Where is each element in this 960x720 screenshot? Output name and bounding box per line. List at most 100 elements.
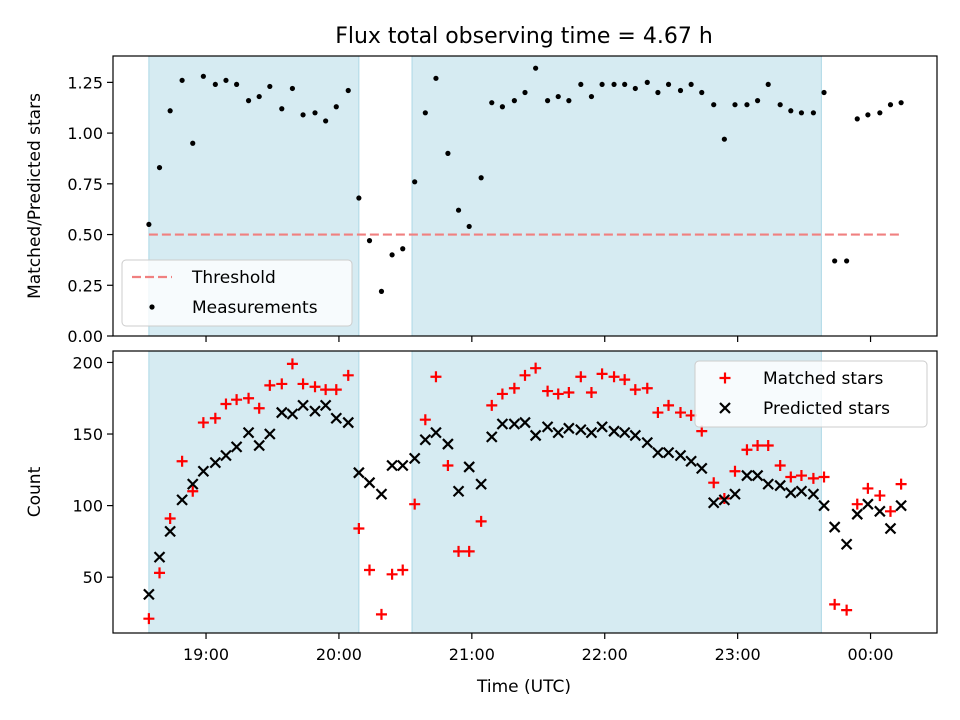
matched-stars-point-46 [652,407,664,419]
observing-interval-2 [411,55,822,337]
predicted-stars-point-59 [795,485,808,498]
predicted-stars-point-44 [629,429,642,442]
y-tick-label: 200 [72,353,103,372]
predicted-stars-point-25 [419,433,432,446]
predicted-stars-point-55 [751,469,764,482]
matched-stars-point-27 [442,460,454,472]
matched-stars-point-4 [187,485,199,497]
x-tick-label: 20:00 [316,645,362,664]
measurements-point-9 [245,98,252,104]
matched-stars-point-64 [851,498,863,510]
matched-stars-point-40 [585,387,597,399]
x-tick-label: 19:00 [183,645,229,664]
predicted-stars-point-7 [220,449,232,462]
predicted-stars-point-37 [552,426,565,439]
measurements-point-54 [744,102,750,108]
predicted-stars-point-4 [186,478,199,490]
measurements-point-24 [412,179,418,185]
predicted-stars-point-6 [209,456,222,469]
legend: Matched stars Predicted stars [694,360,928,428]
measurements-point-27 [445,150,451,156]
legend-box [694,360,928,428]
predicted-stars-point-56 [762,478,774,490]
matched-stars-point-25 [419,414,431,426]
y-tick-label: 1.25 [67,73,103,92]
measurements-point-57 [777,102,783,108]
predicted-stars-point-40 [585,426,598,439]
measurements-point-33 [511,98,517,104]
predicted-stars-point-29 [463,461,475,473]
measurements-point-52 [721,136,727,142]
predicted-stars-point-50 [695,462,708,475]
matched-stars-point-35 [530,362,542,374]
matched-stars-point-10 [253,402,265,414]
matched-stars-point-8 [231,394,243,406]
matched-stars-point-56 [762,439,774,451]
predicted-stars-point-34 [519,416,531,429]
chart-title: Flux total observing time = 4.67 h [335,24,713,49]
matched-stars-point-7 [220,398,232,410]
matched-stars-point-17 [330,384,342,396]
measurements-point-48 [677,87,684,94]
legend-box [121,259,353,327]
matched-stars-point-44 [629,384,641,396]
measurements-point-34 [522,89,528,96]
legend-matched-stars-label: Matched stars [763,369,883,389]
measurements-point-18 [345,87,351,94]
measurements-point-26 [433,75,439,81]
matched-stars-point-58 [785,471,797,483]
measurements-point-66 [877,110,883,116]
matched-stars-point-23 [397,564,409,576]
matched-stars-point-65 [862,482,874,494]
y-tick-label: 0.50 [67,226,103,245]
predicted-stars-point-61 [818,499,830,512]
matched-stars-point-39 [575,371,587,383]
matched-stars-point-48 [674,407,686,419]
predicted-stars-point-35 [529,429,542,442]
predicted-stars-point-45 [641,436,654,449]
matched-stars-point-13 [286,358,298,370]
matched-stars-point-20 [364,564,376,576]
matched-stars-point-68 [895,478,907,490]
x-tick-label: 00:00 [847,645,893,664]
measurements-point-36 [544,98,551,104]
legend-threshold-label: Threshold [191,268,276,288]
measurements-point-40 [588,93,595,100]
measurements-point-1 [156,164,163,171]
measurements-point-2 [167,108,173,114]
measurements-point-46 [655,89,661,96]
measurements-point-21 [378,288,385,294]
matched-stars-point-28 [453,545,465,557]
matched-stars-point-67 [884,505,896,517]
measurements-point-25 [422,110,428,116]
matched-stars-point-2 [164,512,176,524]
measurements-point-53 [732,102,738,108]
measurements-point-59 [798,110,805,116]
measurements-point-4 [190,140,196,146]
y-tick-label: 0.00 [67,327,103,346]
predicted-stars-point-33 [508,418,521,430]
measurements-point-65 [865,112,871,118]
predicted-stars-point-54 [741,469,753,482]
matched-stars-point-32 [496,388,508,400]
y-tick-label: 0.25 [67,276,103,295]
matched-stars-point-62 [829,598,841,610]
predicted-stars-point-63 [840,538,853,551]
x-tick-label: 21:00 [449,645,495,664]
y-tick-label: 1.00 [67,124,103,143]
legend: Threshold Measurements [121,259,353,327]
predicted-stars-point-47 [662,446,675,459]
matched-stars-point-9 [243,392,255,404]
predicted-stars-point-15 [309,405,321,417]
predicted-stars-point-38 [563,422,575,435]
predicted-stars-point-46 [652,446,664,459]
measurements-point-38 [566,98,572,104]
legend-predicted-stars-label: Predicted stars [763,399,890,419]
matched-stars-point-5 [197,417,209,429]
matched-stars-point-33 [508,382,520,394]
matched-stars-point-57 [774,460,786,472]
measurements-point-51 [711,102,717,108]
predicted-stars-point-67 [884,522,897,535]
matched-stars-point-37 [552,388,564,400]
measurements-point-41 [599,81,605,88]
